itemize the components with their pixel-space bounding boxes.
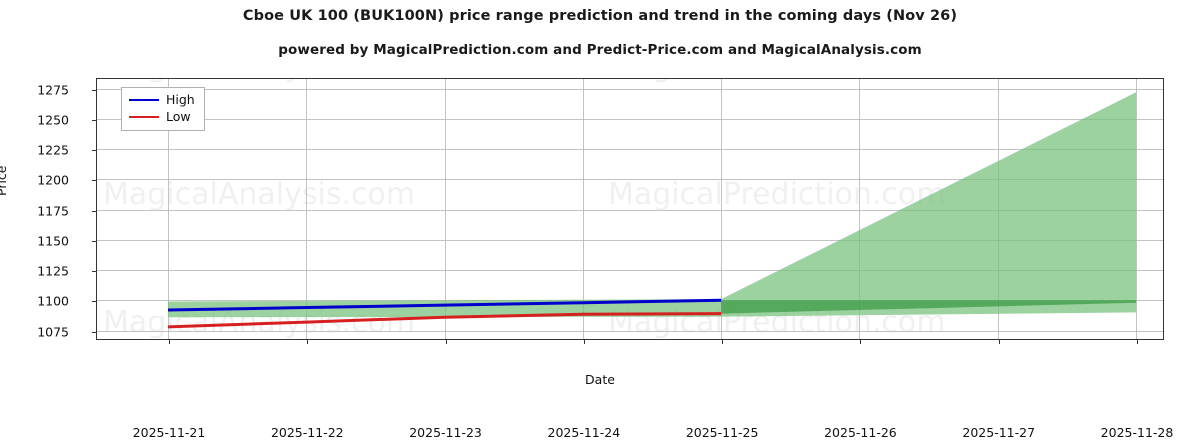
x-tick-mark — [307, 339, 309, 344]
forecast-band — [168, 92, 1136, 318]
x-tick-mark — [722, 339, 724, 344]
x-tick-mark — [998, 339, 1000, 344]
legend-item-high[interactable]: High — [129, 93, 195, 107]
gridline-vertical — [444, 79, 446, 339]
y-tick-mark — [92, 119, 97, 121]
y-tick-mark — [92, 271, 97, 273]
gridline-horizontal — [97, 209, 1163, 211]
y-tick-mark — [92, 210, 97, 212]
y-tick-label: 1275 — [37, 82, 69, 98]
legend: High Low — [121, 87, 205, 131]
gridline-horizontal — [97, 149, 1163, 151]
y-tick-mark — [92, 240, 97, 242]
y-tick-label: 1075 — [37, 324, 69, 340]
x-tick-label: 2025-11-25 — [685, 425, 759, 440]
gridline-horizontal — [97, 270, 1163, 272]
gridline-vertical — [859, 79, 861, 339]
x-axis-label: Date — [585, 372, 615, 387]
y-tick-label: 1100 — [37, 293, 69, 309]
legend-label-high: High — [166, 92, 195, 107]
gridline-horizontal — [97, 118, 1163, 120]
chart-subtitle: powered by MagicalPrediction.com and Pre… — [278, 42, 922, 58]
x-tick-label: 2025-11-28 — [1100, 425, 1174, 440]
series-layer — [97, 92, 1136, 339]
y-tick-label: 1200 — [37, 172, 69, 188]
plot-inner: MagicalAnalysis.com MagicalPrediction.com… — [97, 79, 1163, 339]
x-tick-label: 2025-11-27 — [962, 425, 1036, 440]
x-tick-mark — [1137, 339, 1138, 344]
series-line-high — [168, 300, 721, 310]
x-tick-label: 2025-11-22 — [270, 425, 344, 440]
x-tick-label: 2025-11-21 — [132, 425, 206, 440]
y-tick-label: 1225 — [37, 142, 69, 158]
gridline-horizontal — [97, 239, 1163, 241]
x-tick-mark — [169, 339, 170, 344]
gridline-vertical — [1136, 79, 1137, 339]
x-tick-label: 2025-11-23 — [409, 425, 482, 440]
series-line-low — [168, 314, 721, 327]
gridline-horizontal — [97, 179, 1163, 181]
gridline-horizontal — [97, 88, 1163, 90]
y-tick-mark — [92, 89, 97, 91]
price-prediction-chart: Cboe UK 100 (BUK100N) price range predic… — [0, 8, 1173, 440]
forecast-band — [721, 300, 1136, 314]
x-tick-label: 2025-11-24 — [547, 425, 621, 440]
plot-area: MagicalAnalysis.com MagicalPrediction.com… — [37, 78, 1173, 440]
y-tick-mark — [92, 331, 97, 333]
x-tick-mark — [860, 339, 862, 344]
gridline-vertical — [721, 79, 723, 339]
x-tick-mark — [583, 339, 585, 344]
gridline-vertical — [168, 79, 169, 339]
gridline-vertical — [582, 79, 584, 339]
legend-item-low[interactable]: Low — [129, 108, 195, 124]
y-tick-label: 1125 — [37, 263, 69, 279]
x-tick-mark — [445, 339, 447, 344]
legend-swatch-low — [129, 115, 159, 118]
gridline-horizontal — [97, 330, 1163, 332]
y-tick-mark — [92, 180, 97, 182]
y-tick-label: 1175 — [37, 203, 69, 219]
chart-title: Cboe UK 100 (BUK100N) price range predic… — [242, 8, 958, 24]
y-tick-mark — [92, 301, 97, 303]
y-tick-mark — [92, 150, 97, 152]
y-tick-label: 1150 — [37, 233, 69, 249]
y-tick-label: 1250 — [37, 112, 69, 128]
x-tick-label: 2025-11-26 — [824, 425, 897, 440]
legend-label-low: Low — [166, 108, 191, 124]
gridline-vertical — [306, 79, 308, 339]
legend-swatch-high — [129, 98, 159, 101]
